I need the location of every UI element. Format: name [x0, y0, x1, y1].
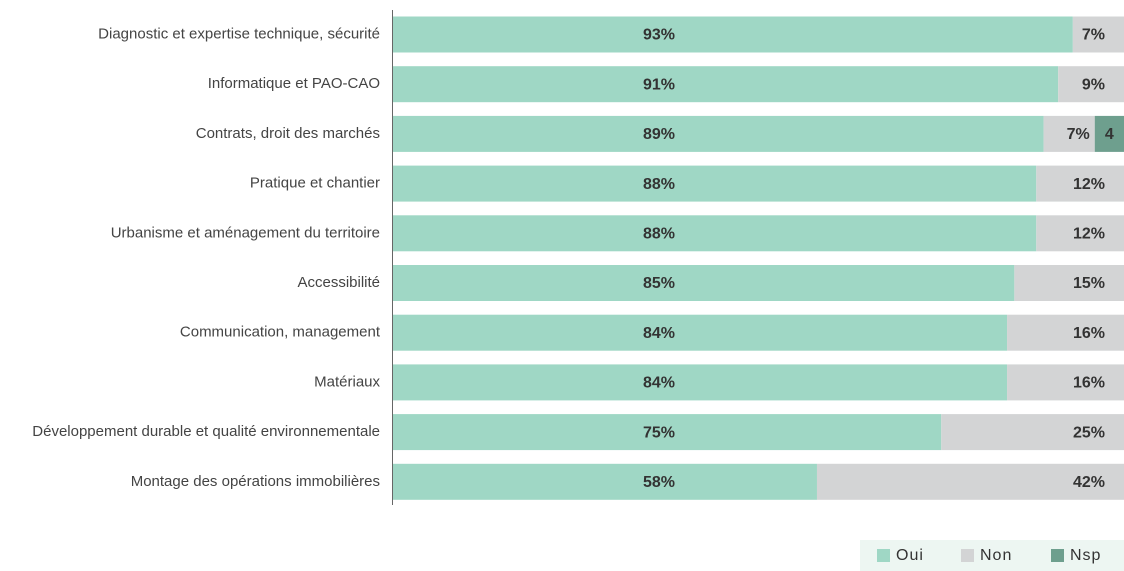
bar-segment	[393, 66, 1059, 103]
category-label: Urbanisme et aménagement du territoire	[111, 224, 380, 241]
value-label: 12%	[1073, 176, 1105, 193]
bar-segment	[1036, 165, 1124, 202]
value-label: 84%	[643, 375, 675, 392]
value-label: 16%	[1073, 375, 1105, 392]
bar-segment	[393, 215, 1037, 252]
category-label: Pratique et chantier	[250, 175, 380, 192]
bar-segment	[1007, 364, 1124, 401]
bar-segment	[393, 463, 817, 500]
legend-label: Non	[980, 547, 1012, 564]
value-label: 85%	[643, 275, 675, 292]
category-label: Diagnostic et expertise technique, sécur…	[98, 25, 380, 42]
legend-swatch	[1051, 549, 1064, 562]
bar-segment	[393, 165, 1037, 202]
value-label: 15%	[1073, 275, 1105, 292]
category-label: Contrats, droit des marchés	[196, 125, 380, 142]
bar-segment	[393, 16, 1073, 53]
legend-label: Nsp	[1070, 547, 1101, 564]
bar-segment	[1094, 115, 1124, 152]
legend-swatch	[961, 549, 974, 562]
category-label: Montage des opérations immobilières	[131, 473, 380, 490]
value-label: 58%	[643, 474, 675, 491]
value-label: 12%	[1073, 226, 1105, 243]
value-label: 7%	[1082, 27, 1105, 44]
bar-segment	[1072, 16, 1124, 53]
bar-segment	[393, 364, 1008, 401]
category-label: Informatique et PAO-CAO	[208, 75, 380, 92]
bar-segment	[1036, 215, 1124, 252]
bar-segment	[1007, 314, 1124, 351]
value-label: 88%	[643, 226, 675, 243]
value-label: 91%	[643, 76, 675, 93]
category-label: Développement durable et qualité environ…	[32, 423, 380, 440]
value-label: 25%	[1073, 424, 1105, 441]
bar-segment	[941, 414, 1124, 451]
category-label: Matériaux	[314, 373, 380, 390]
legend-label: Oui	[896, 547, 924, 564]
category-label: Communication, management	[180, 324, 381, 341]
legend-swatch	[877, 549, 890, 562]
value-label: 88%	[643, 176, 675, 193]
bar-segment	[1058, 66, 1124, 103]
value-label: 4	[1105, 126, 1114, 143]
value-label: 16%	[1073, 325, 1105, 342]
bar-segment	[393, 414, 942, 451]
value-label: 75%	[643, 424, 675, 441]
bar-segment	[393, 115, 1044, 152]
value-label: 84%	[643, 325, 675, 342]
value-label: 93%	[643, 27, 675, 44]
bar-segment	[1043, 115, 1095, 152]
value-label: 7%	[1067, 126, 1090, 143]
value-label: 42%	[1073, 474, 1105, 491]
bar-segment	[393, 314, 1008, 351]
category-label: Accessibilité	[297, 274, 380, 291]
value-label: 89%	[643, 126, 675, 143]
legend-background	[860, 540, 1124, 571]
bar-segment	[816, 463, 1124, 500]
bar-segment	[1014, 265, 1124, 301]
value-label: 9%	[1082, 76, 1105, 93]
bar-segment	[393, 265, 1015, 301]
